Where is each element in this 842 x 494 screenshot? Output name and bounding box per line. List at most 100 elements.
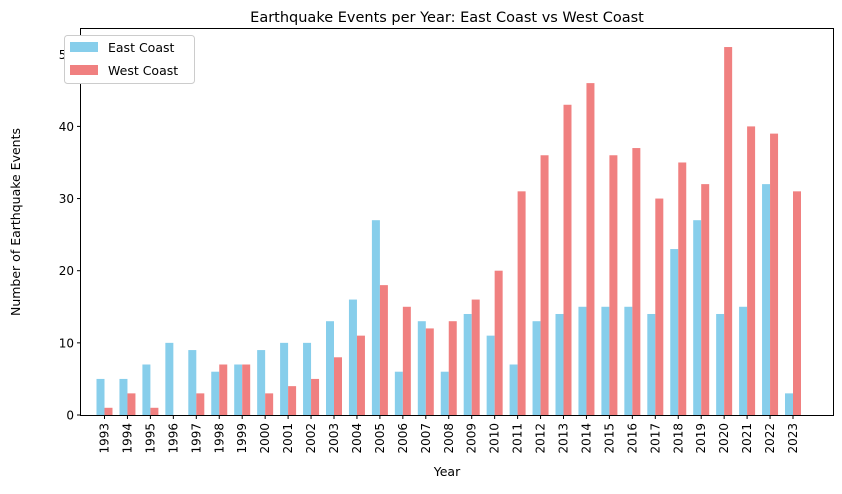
bar-west-coast-1995 [150, 407, 159, 415]
bar-west-coast-2007 [425, 328, 434, 415]
plot-frame [80, 28, 834, 416]
x-tick-label-2015: 2015 [602, 423, 616, 454]
bar-east-coast-1998 [211, 371, 220, 415]
x-tick-label-2000: 2000 [258, 423, 272, 454]
bar-east-coast-1997 [188, 350, 197, 415]
bar-east-coast-2021 [739, 306, 748, 415]
bar-east-coast-2013 [555, 313, 564, 415]
bar-west-coast-1997 [196, 393, 205, 415]
bar-west-coast-2015 [609, 155, 618, 415]
bar-west-coast-2012 [540, 155, 549, 415]
x-tick-label-2001: 2001 [281, 423, 295, 454]
bar-west-coast-2018 [678, 162, 687, 415]
x-tick-label-2009: 2009 [465, 423, 479, 454]
bar-west-coast-2013 [563, 104, 572, 415]
bar-west-coast-2010 [494, 270, 503, 415]
x-tick-label-1995: 1995 [143, 423, 157, 454]
x-tick-label-2021: 2021 [740, 423, 754, 454]
bar-east-coast-2007 [417, 321, 426, 415]
x-tick-label-2007: 2007 [419, 423, 433, 454]
legend-swatch-west-coast [70, 65, 98, 75]
bar-west-coast-2022 [770, 133, 779, 415]
bar-east-coast-1999 [234, 364, 243, 415]
bar-east-coast-2004 [348, 299, 357, 415]
bar-east-coast-2016 [624, 306, 633, 415]
bar-east-coast-2010 [486, 335, 495, 415]
x-tick-label-2023: 2023 [786, 423, 800, 454]
y-axis: 01020304050 [59, 48, 81, 423]
x-tick-label-2017: 2017 [648, 423, 662, 454]
x-tick-label-2019: 2019 [694, 423, 708, 454]
x-tick-label-1996: 1996 [166, 423, 180, 454]
bar-west-coast-1999 [242, 364, 251, 415]
bar-east-coast-2009 [463, 313, 472, 415]
bar-east-coast-1993 [96, 378, 105, 415]
bar-east-coast-2023 [785, 393, 793, 415]
y-tick-label-10: 10 [59, 336, 74, 350]
x-tick-label-2018: 2018 [671, 423, 685, 454]
x-tick-label-2022: 2022 [763, 423, 777, 454]
bar-east-coast-2011 [509, 364, 518, 415]
bar-west-coast-2023 [793, 191, 801, 415]
x-tick-label-1993: 1993 [98, 423, 112, 454]
x-tick-label-2003: 2003 [327, 423, 341, 454]
bar-west-coast-2009 [471, 299, 480, 415]
x-tick-label-2016: 2016 [625, 423, 639, 454]
y-tick-label-20: 20 [59, 264, 74, 278]
bar-east-coast-2017 [647, 313, 656, 415]
legend-label-east-coast: East Coast [108, 40, 174, 55]
bar-east-coast-2014 [578, 306, 587, 415]
bar-west-coast-2019 [701, 184, 710, 415]
x-tick-label-2020: 2020 [717, 423, 731, 454]
bar-west-coast-2016 [632, 148, 641, 416]
bar-east-coast-2008 [440, 371, 449, 415]
x-axis: 1993 1994 1995 1996 1997 1998 1999 2000 2001 2002… [98, 415, 800, 454]
bar-east-coast-2002 [303, 342, 312, 415]
x-tick-label-2002: 2002 [304, 423, 318, 454]
x-tick-label-2014: 2014 [579, 423, 593, 454]
y-tick-label-0: 0 [66, 409, 74, 423]
x-tick-label-2005: 2005 [373, 423, 387, 454]
bar-east-coast-2012 [532, 321, 541, 415]
bar-west-coast-2008 [448, 321, 457, 415]
bar-west-coast-1993 [104, 407, 113, 415]
x-tick-label-2012: 2012 [534, 423, 548, 454]
bar-west-coast-2004 [356, 335, 365, 415]
x-tick-label-2008: 2008 [442, 423, 456, 454]
x-tick-label-2010: 2010 [488, 423, 502, 454]
bar-east-coast-2018 [670, 249, 679, 415]
bar-west-coast-1994 [127, 393, 136, 415]
y-tick-label-30: 30 [59, 192, 74, 206]
bar-west-coast-2006 [402, 306, 411, 415]
x-tick-label-1999: 1999 [235, 423, 249, 454]
bar-west-coast-2003 [334, 357, 342, 415]
bar-west-coast-2001 [288, 386, 297, 415]
chart-title: Earthquake Events per Year: East Coast v… [250, 10, 644, 26]
x-tick-label-1998: 1998 [212, 423, 226, 454]
bar-east-coast-2019 [693, 220, 702, 415]
bar-west-coast-2005 [379, 285, 388, 415]
bar-west-coast-2011 [517, 191, 526, 415]
bar-east-coast-2020 [716, 313, 725, 415]
x-tick-label-2004: 2004 [350, 423, 364, 454]
bar-east-coast-2005 [371, 220, 380, 415]
bar-west-coast-2020 [724, 47, 733, 415]
bar-east-coast-2015 [601, 306, 610, 415]
x-tick-label-2006: 2006 [396, 423, 410, 454]
bar-east-coast-2000 [257, 350, 266, 415]
bars-layer [96, 47, 801, 416]
bar-west-coast-2017 [655, 198, 664, 415]
bar-east-coast-2003 [326, 321, 334, 415]
bar-east-coast-2022 [762, 184, 771, 415]
x-tick-label-2013: 2013 [557, 423, 571, 454]
bar-west-coast-2021 [747, 126, 756, 416]
legend-swatch-east-coast [70, 42, 98, 52]
legend: East Coast West Coast [64, 35, 195, 84]
bar-east-coast-1996 [165, 342, 174, 415]
bar-east-coast-2001 [280, 342, 289, 415]
y-axis-label: Number of Earthquake Events [8, 128, 23, 316]
y-tick-label-40: 40 [59, 120, 74, 134]
bar-west-coast-2014 [586, 83, 595, 416]
